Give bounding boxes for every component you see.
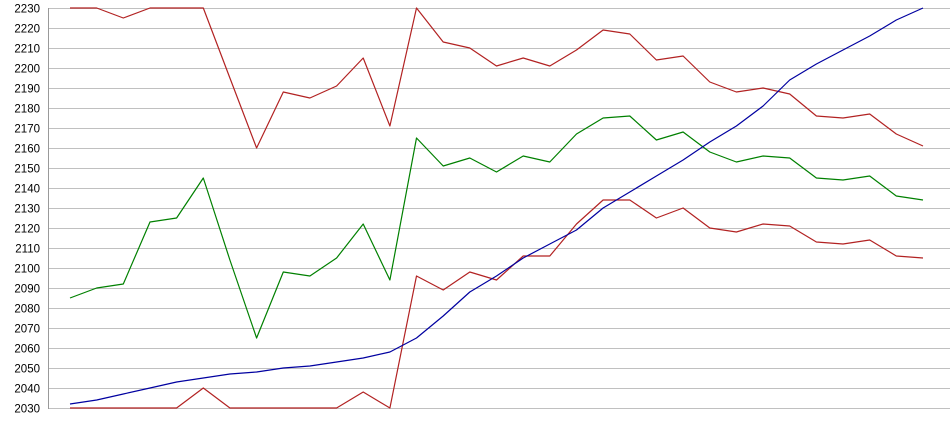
blue-series-line: [69, 7, 924, 405]
green-series-line: [69, 115, 924, 339]
y-axis-tick-label: 2200: [14, 64, 40, 76]
y-axis-tick-label: 2130: [14, 204, 40, 216]
y-axis-tick-label: 2060: [14, 344, 40, 356]
y-axis-tick-label: 2210: [14, 44, 40, 56]
y-axis-tick-label: 2220: [14, 24, 40, 36]
y-axis-tick-label: 2120: [14, 224, 40, 236]
y-axis-tick-label: 2100: [14, 264, 40, 276]
y-axis-tick-label: 2180: [14, 104, 40, 116]
y-axis-tick-label: 2110: [15, 244, 40, 256]
y-axis-tick-label: 2160: [14, 144, 40, 156]
y-axis-tick-label: 2150: [14, 164, 40, 176]
y-axis-tick-label: 2090: [14, 284, 40, 296]
y-axis-tick-label: 2080: [14, 304, 40, 316]
y-axis-tick-label: 2140: [14, 184, 40, 196]
y-axis-tick-label: 2040: [14, 384, 40, 396]
upper-red-series-line: [70, 7, 924, 149]
y-axis-tick-label: 2050: [14, 364, 40, 376]
y-axis-tick-label: 2030: [14, 404, 40, 416]
y-axis-tick-label: 2170: [14, 124, 40, 136]
y-axis-tick-label: 2190: [14, 84, 40, 96]
y-axis-tick-label: 2070: [14, 324, 40, 336]
y-axis-tick-label: 2230: [14, 4, 40, 16]
lower-red-series-line: [70, 199, 924, 409]
